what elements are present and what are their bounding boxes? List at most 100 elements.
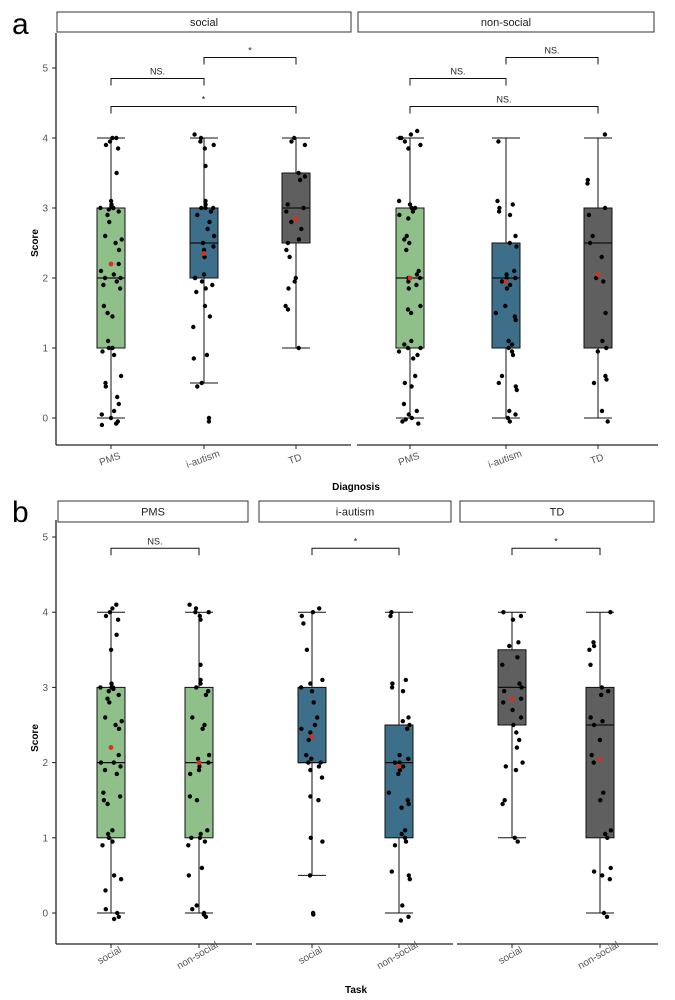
data-point xyxy=(515,655,520,660)
facet-strip xyxy=(357,11,655,33)
data-point xyxy=(301,621,306,626)
data-point xyxy=(502,689,507,694)
data-point xyxy=(601,910,607,916)
data-point xyxy=(417,275,423,281)
data-point xyxy=(608,610,613,615)
data-point xyxy=(603,831,608,837)
data-point xyxy=(103,384,109,389)
data-point xyxy=(513,317,518,323)
data-point xyxy=(99,422,105,428)
data-point xyxy=(285,202,290,207)
data-point xyxy=(103,142,109,148)
data-point xyxy=(493,310,499,316)
data-point xyxy=(502,798,507,803)
data-point xyxy=(309,689,315,694)
facet-label: i-autism xyxy=(336,507,375,519)
data-point xyxy=(416,268,421,274)
data-point xyxy=(210,282,215,288)
data-point xyxy=(406,146,411,151)
data-point xyxy=(413,373,418,379)
significance-label: * xyxy=(554,536,558,546)
data-point xyxy=(513,384,518,389)
data-point xyxy=(117,794,123,799)
data-point xyxy=(299,613,304,619)
data-point xyxy=(400,764,406,769)
data-point xyxy=(588,662,593,667)
data-point xyxy=(204,352,210,358)
data-point xyxy=(507,240,512,246)
data-point xyxy=(114,602,119,607)
data-point xyxy=(416,421,421,426)
data-point xyxy=(111,873,117,878)
data-point xyxy=(504,286,510,291)
data-point xyxy=(406,216,411,221)
y-tick-label: 2 xyxy=(42,758,48,769)
data-point xyxy=(109,681,114,686)
data-point xyxy=(399,831,404,837)
data-point xyxy=(100,349,105,354)
data-point xyxy=(496,209,502,214)
data-point xyxy=(599,692,604,698)
data-point xyxy=(386,790,392,795)
data-point xyxy=(500,662,505,667)
data-point xyxy=(110,345,115,351)
data-point xyxy=(192,132,197,137)
data-point xyxy=(117,286,123,291)
data-point xyxy=(285,240,291,246)
data-point xyxy=(408,132,414,137)
data-point xyxy=(520,760,525,765)
data-point xyxy=(406,801,411,807)
facet-strip xyxy=(258,500,452,523)
data-point xyxy=(108,647,114,652)
facet-strip xyxy=(459,500,655,523)
data-point xyxy=(518,696,524,701)
data-point xyxy=(504,275,509,281)
data-point xyxy=(188,771,193,777)
data-point xyxy=(513,275,518,281)
y-tick-label: 0 xyxy=(42,909,48,920)
data-point xyxy=(190,907,195,912)
x-tick-label: social xyxy=(497,945,525,967)
data-point xyxy=(206,415,212,421)
data-point xyxy=(187,602,192,607)
data-point xyxy=(310,610,316,615)
significance-bracket xyxy=(110,547,200,556)
significance-bracket xyxy=(110,78,205,86)
data-point xyxy=(407,722,412,728)
data-point xyxy=(410,209,416,214)
data-point xyxy=(116,726,122,731)
data-point xyxy=(114,170,119,176)
data-point xyxy=(289,139,294,144)
data-point xyxy=(605,835,610,840)
data-point xyxy=(509,342,515,347)
data-point xyxy=(115,617,121,622)
data-point xyxy=(116,752,121,758)
data-point xyxy=(413,205,418,211)
data-point xyxy=(111,352,117,358)
data-point xyxy=(409,205,414,211)
data-point xyxy=(411,356,416,361)
data-point xyxy=(203,202,208,207)
data-point xyxy=(397,752,402,758)
box xyxy=(297,686,327,764)
data-point xyxy=(517,681,522,686)
data-point xyxy=(601,279,606,284)
data-point xyxy=(114,279,120,284)
data-point xyxy=(606,689,611,694)
mean-marker xyxy=(597,756,603,762)
data-point xyxy=(400,903,405,908)
data-point xyxy=(107,700,112,705)
data-point xyxy=(114,771,120,777)
data-point xyxy=(302,142,308,148)
data-point xyxy=(108,415,114,421)
data-point xyxy=(507,408,512,414)
significance-label: NS. xyxy=(544,46,559,56)
data-point xyxy=(105,831,111,837)
data-point xyxy=(119,237,124,242)
data-point xyxy=(599,254,604,260)
data-point xyxy=(503,303,508,309)
data-point xyxy=(116,261,121,267)
data-point xyxy=(193,606,199,611)
panel-letter: a xyxy=(12,8,29,41)
x-axis-title: Diagnosis xyxy=(332,482,380,493)
